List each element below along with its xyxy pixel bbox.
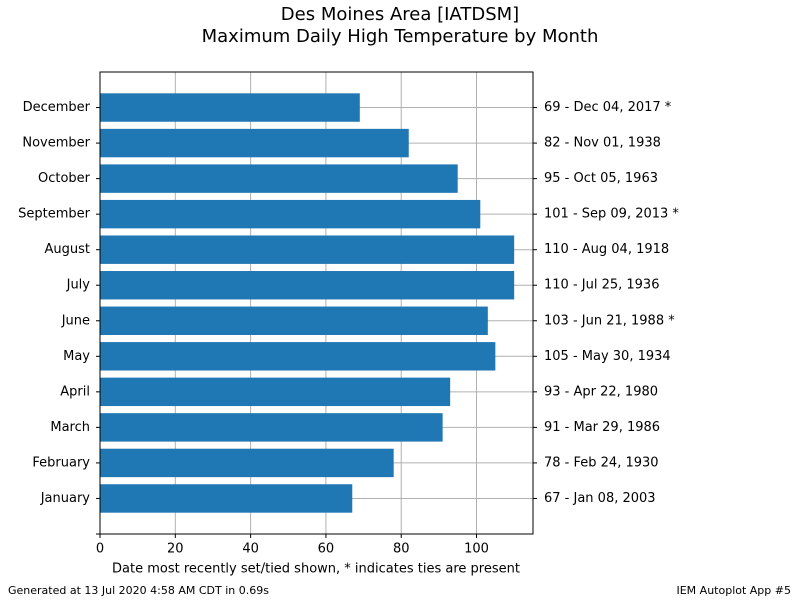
bar xyxy=(100,164,458,193)
x-tick-label: 80 xyxy=(393,542,410,557)
footnote: Generated at 13 Jul 2020 4:58 AM CDT in … xyxy=(8,584,269,597)
y-tick-label: February xyxy=(32,455,90,470)
bar xyxy=(100,199,481,229)
y-tick-label: November xyxy=(22,136,90,151)
y-tick-label: April xyxy=(60,384,90,399)
axes-frame xyxy=(99,71,534,535)
chart-title: Des Moines Area [IATDSM] xyxy=(281,4,519,25)
bar xyxy=(100,413,443,442)
value-label: 93 - Apr 22, 1980 xyxy=(544,384,658,399)
y-tick-label: September xyxy=(18,207,91,222)
y-tick-label: June xyxy=(61,313,90,328)
x-tick-label: 20 xyxy=(167,542,184,557)
value-label: 82 - Nov 01, 1938 xyxy=(544,136,661,151)
credit: IEM Autoplot App #5 xyxy=(676,584,791,597)
y-tick-label: May xyxy=(63,349,90,364)
bar xyxy=(100,93,360,122)
bar xyxy=(100,448,394,478)
x-tick-label: 100 xyxy=(464,542,489,557)
y-tick-label: March xyxy=(50,420,90,435)
bar xyxy=(100,484,353,513)
y-tick-label: July xyxy=(66,278,91,293)
x-tick-label: 0 xyxy=(96,542,104,557)
value-label: 101 - Sep 09, 2013 * xyxy=(544,207,679,222)
value-label: 103 - Jun 21, 1988 * xyxy=(544,313,675,328)
value-label: 78 - Feb 24, 1930 xyxy=(544,455,659,470)
value-label: 105 - May 30, 1934 xyxy=(544,349,671,364)
value-label: 91 - Mar 29, 1986 xyxy=(544,420,660,435)
bar xyxy=(100,271,515,300)
x-tick-label: 40 xyxy=(242,542,259,557)
value-label: 95 - Oct 05, 1963 xyxy=(544,171,658,186)
bar xyxy=(100,377,451,407)
bar xyxy=(100,235,515,264)
bar xyxy=(100,306,488,335)
y-tick-label: December xyxy=(23,100,91,115)
y-tick-label: January xyxy=(40,491,91,506)
bar xyxy=(100,128,409,158)
value-label: 69 - Dec 04, 2017 * xyxy=(544,100,672,115)
value-label: 110 - Jul 25, 1936 xyxy=(544,278,659,293)
y-tick-label: October xyxy=(38,171,91,186)
value-label: 67 - Jan 08, 2003 xyxy=(544,491,656,506)
x-tick-label: 60 xyxy=(318,542,335,557)
chart-subtitle: Maximum Daily High Temperature by Month xyxy=(202,26,599,47)
y-tick-label: August xyxy=(45,242,91,257)
value-label: 110 - Aug 04, 1918 xyxy=(544,242,669,257)
bar xyxy=(100,342,496,371)
x-axis-label: Date most recently set/tied shown, * ind… xyxy=(112,562,520,577)
